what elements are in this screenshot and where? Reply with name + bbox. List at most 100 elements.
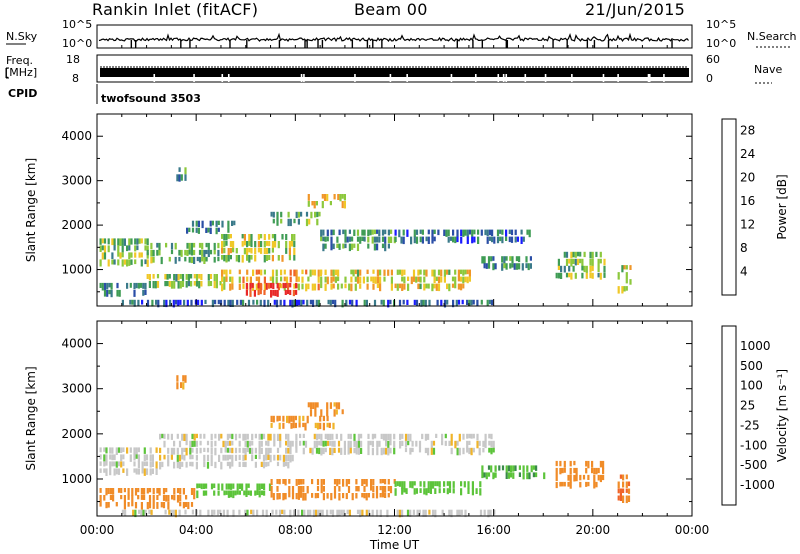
power-cell xyxy=(227,227,230,233)
velocity-cell xyxy=(409,481,412,488)
power-cell xyxy=(137,282,140,289)
velocity-cell xyxy=(234,447,238,454)
power-cell xyxy=(472,299,475,305)
power-cell xyxy=(183,299,186,306)
velocity-cell xyxy=(315,433,319,441)
velocity-cell xyxy=(103,461,106,467)
velocity-cell xyxy=(357,447,360,455)
velocity-cell xyxy=(320,447,323,456)
power-cell xyxy=(187,274,190,281)
power-cell xyxy=(103,282,107,291)
power-cell xyxy=(412,276,416,282)
power-cell xyxy=(255,283,258,291)
power-cell xyxy=(376,229,379,234)
velocity-cell xyxy=(107,502,110,508)
power-cell xyxy=(589,265,592,273)
power-cell xyxy=(238,283,241,290)
power-cell xyxy=(359,283,362,289)
cpid-label: CPID xyxy=(8,87,38,100)
power-cell xyxy=(366,283,369,290)
power-cell xyxy=(126,282,129,289)
velocity-cell xyxy=(196,483,199,489)
power-cell xyxy=(351,243,354,250)
power-cell xyxy=(158,249,161,256)
velocity-cell xyxy=(282,493,285,501)
power-cell xyxy=(372,276,375,283)
velocity-cell xyxy=(324,447,327,453)
power-cell xyxy=(225,269,228,277)
power-cell xyxy=(291,299,294,308)
power-cell xyxy=(160,256,163,265)
power-cell xyxy=(260,248,263,254)
power-cell xyxy=(295,211,298,218)
power-cell xyxy=(250,234,253,241)
power-cell xyxy=(248,248,251,253)
velocity-cell xyxy=(170,433,173,440)
velocity-cell xyxy=(522,472,525,480)
velocity-cell xyxy=(152,502,155,509)
power-cell xyxy=(207,227,210,233)
power-cell xyxy=(99,259,102,267)
power-cell xyxy=(158,242,161,251)
velocity-cell xyxy=(314,409,317,417)
power-cell xyxy=(252,269,255,276)
power-cell xyxy=(152,256,155,263)
power-cell xyxy=(623,286,626,292)
power-cell xyxy=(365,299,368,307)
power-cell xyxy=(188,227,191,232)
power-cell xyxy=(246,255,249,261)
power-cell xyxy=(274,289,277,297)
power-cell xyxy=(223,234,226,241)
power-cell xyxy=(597,258,600,267)
power-cell xyxy=(305,218,309,227)
power-cell xyxy=(310,211,313,219)
velocity-cell xyxy=(103,495,106,501)
power-cell xyxy=(200,281,203,287)
velocity-cell xyxy=(134,509,137,518)
velocity-cell xyxy=(302,447,305,455)
power-cell xyxy=(348,229,351,234)
velocity-cell xyxy=(625,481,628,488)
velocity-cell xyxy=(450,440,453,446)
power-cell xyxy=(287,211,290,218)
power-cell xyxy=(203,256,206,264)
velocity-cell xyxy=(250,509,253,515)
power-cell xyxy=(190,281,193,287)
power-cell xyxy=(317,276,320,283)
power-cell xyxy=(108,289,111,295)
velocity-cell xyxy=(151,461,154,467)
velocity-cell xyxy=(185,495,188,500)
power-cell xyxy=(350,283,353,292)
power-cell xyxy=(378,236,381,243)
velocity-cell xyxy=(191,509,194,515)
velocity-cell xyxy=(318,447,321,455)
power-cell xyxy=(402,236,405,245)
power-cell xyxy=(421,236,424,244)
velocity-cell xyxy=(213,509,216,515)
power-cell xyxy=(174,256,177,264)
velocity-cell xyxy=(173,488,176,495)
power-cell xyxy=(454,269,457,275)
power-cell xyxy=(231,299,234,307)
power-cell xyxy=(146,259,149,267)
power-cell xyxy=(483,263,486,269)
velocity-cell xyxy=(304,493,307,501)
velocity-cell xyxy=(206,461,210,469)
power-cell xyxy=(279,299,282,306)
power-cell xyxy=(448,283,451,292)
velocity-cell xyxy=(569,481,572,489)
power-cell xyxy=(563,251,566,258)
power-cell xyxy=(499,236,502,242)
velocity-cell xyxy=(404,440,408,448)
velocity-cell xyxy=(306,486,309,494)
power-cell xyxy=(275,299,279,308)
power-cell xyxy=(151,299,154,307)
power-cell xyxy=(215,274,218,282)
power-cell xyxy=(461,299,464,305)
power-cell xyxy=(195,220,198,227)
power-cell xyxy=(568,258,571,264)
velocity-cell xyxy=(463,481,466,488)
velocity-cell xyxy=(140,509,143,516)
power-cell xyxy=(150,256,153,264)
power-cell xyxy=(148,274,151,281)
